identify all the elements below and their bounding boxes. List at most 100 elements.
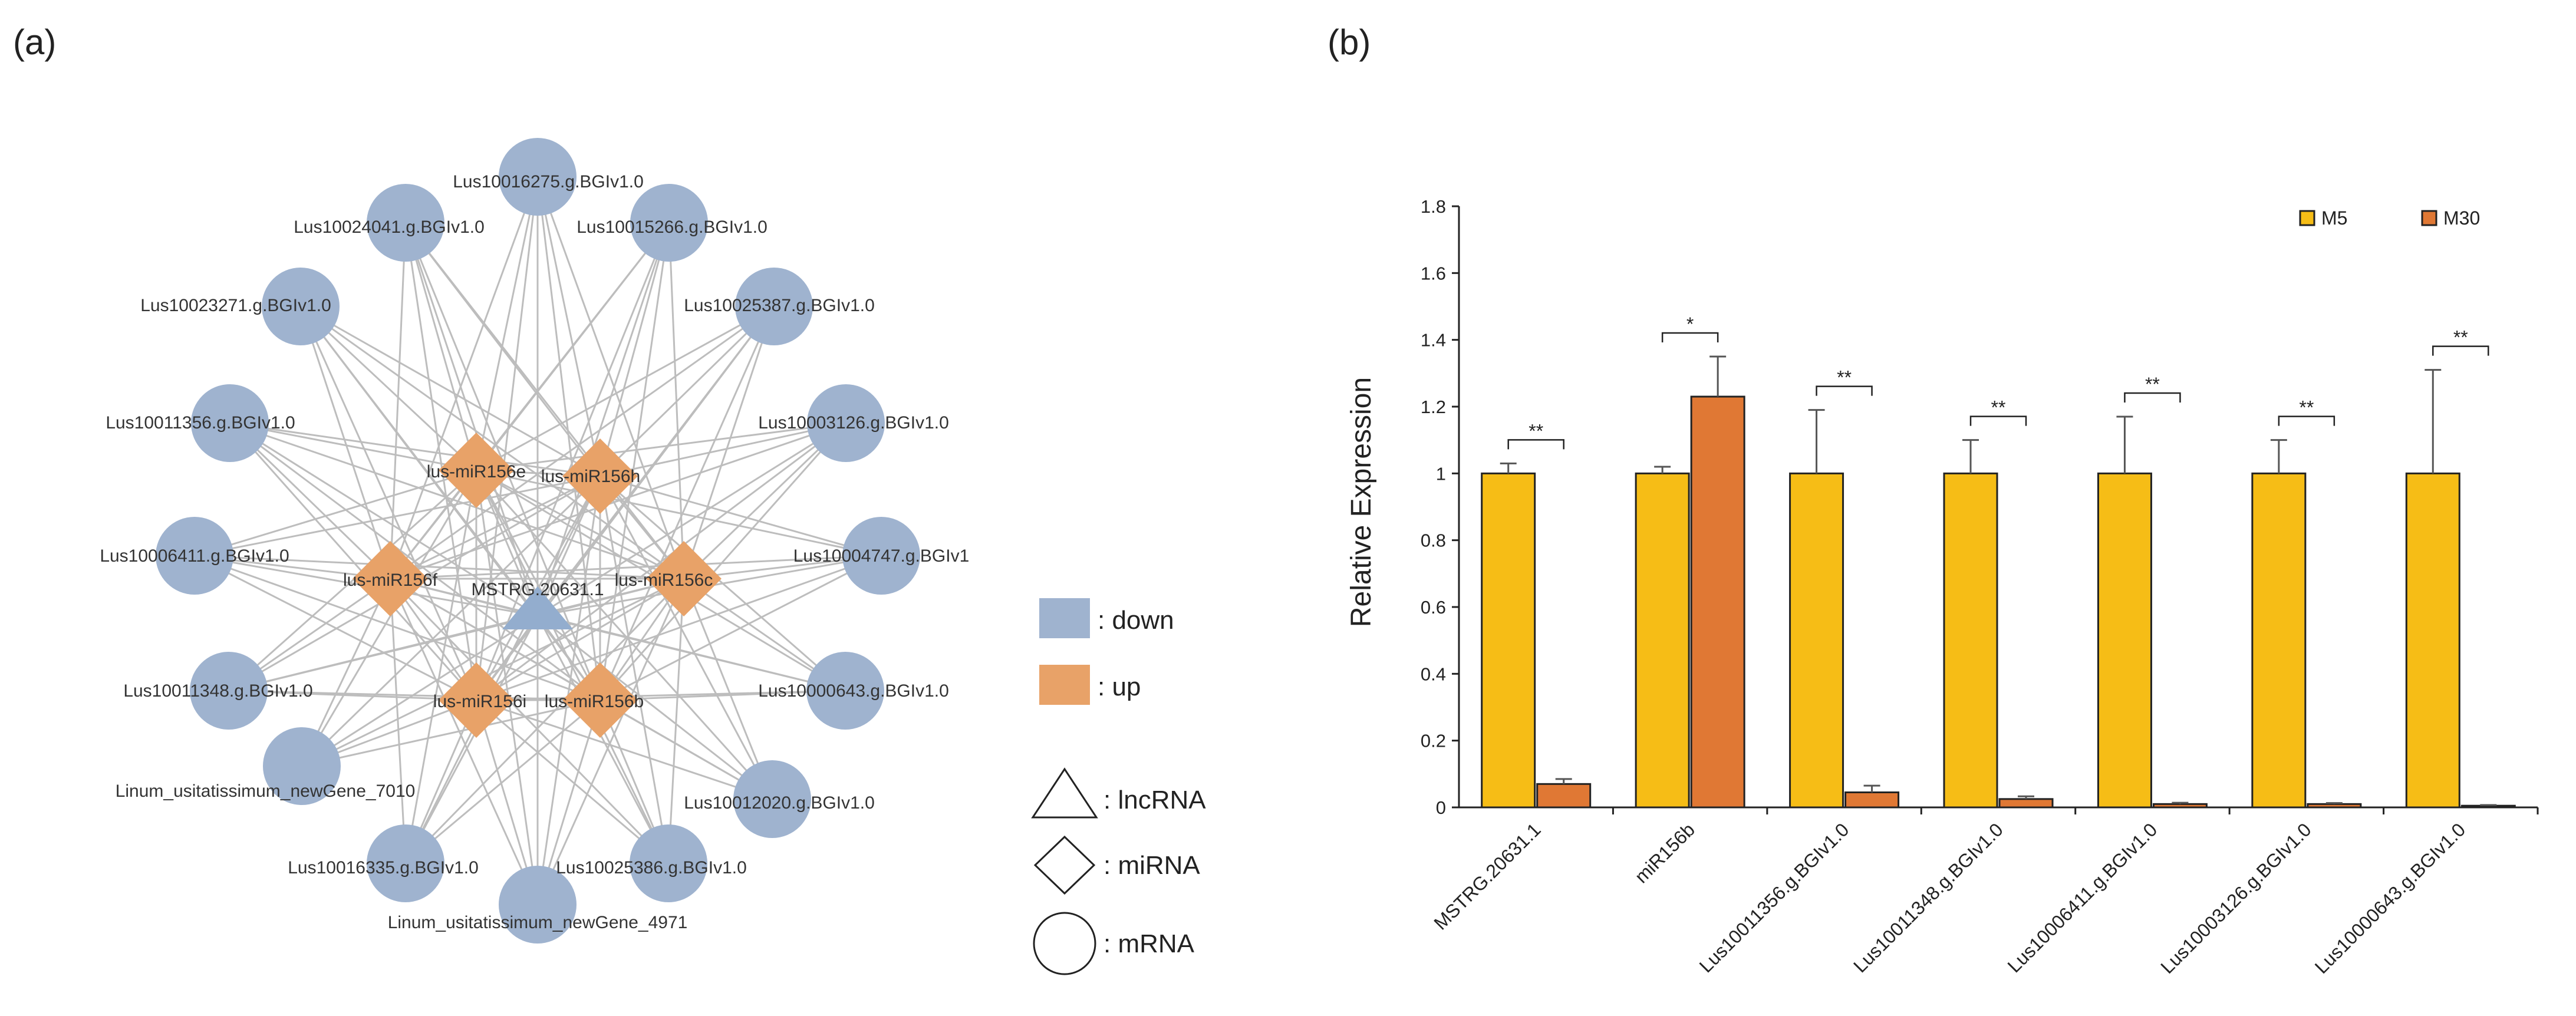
network-edge: [404, 615, 539, 864]
mrna-node: [262, 268, 340, 345]
x-tick-label: Lus10006411.g.BGIv1.0: [2004, 819, 2162, 977]
bar-m30: [1998, 798, 2054, 809]
y-tick-label: 0: [1436, 797, 1446, 818]
y-tick-label: 0.6: [1421, 597, 1446, 618]
network-edge: [194, 469, 477, 557]
mrna-node: [367, 184, 444, 262]
mrna-node: [499, 138, 577, 216]
network-edge: [475, 176, 539, 471]
panel-b-label: (b): [1327, 22, 1371, 62]
mrna-node: [190, 652, 268, 730]
legend-mrna-icon: [1033, 912, 1096, 975]
network-edge: [476, 555, 882, 701]
x-axis: MSTRG.20631.1 miR156bLus10011356.g.BGIv1.…: [1429, 806, 2539, 978]
mrna-node: [807, 384, 885, 462]
bar-m5: [1635, 472, 1690, 809]
legend-mirna-label: : miRNA: [1103, 851, 1200, 880]
mirna-label: lus-miR156c: [615, 570, 713, 590]
bar-m5: [2405, 472, 2460, 809]
network-edge: [404, 470, 477, 864]
legend-lncrna-label: : lncRNA: [1103, 786, 1206, 814]
mirna-label: lus-miR156h: [541, 467, 640, 486]
bar-m30: [1844, 791, 1900, 809]
network-edge: [390, 305, 775, 580]
mrna-node: [733, 760, 811, 838]
network-edge: [301, 470, 477, 767]
network-edge: [299, 306, 391, 579]
mrna-label: Linum_usitatissimum_newGene_7010: [116, 781, 416, 801]
bar-m30: [2460, 804, 2516, 809]
network-edge: [476, 305, 775, 471]
mrna-node: [630, 824, 707, 902]
y-axis-label: Relative Expression: [1346, 377, 1377, 627]
legend-m5-swatch: [2299, 210, 2315, 226]
network-edge: [404, 222, 477, 471]
network-edge: [228, 690, 601, 701]
network-edge: [194, 555, 601, 701]
significance-bracket: [1661, 332, 1719, 342]
legend-down-label: : down: [1098, 606, 1174, 635]
legend-m30-swatch: [2421, 210, 2437, 226]
network-edge: [229, 423, 477, 701]
mrna-nodes: [156, 138, 920, 944]
network-edge: [389, 578, 539, 905]
mrna-label: Lus10004747.g.BGIv1: [793, 546, 970, 566]
bar-m30: [1690, 395, 1745, 809]
significance-bracket: [2432, 345, 2489, 356]
network-diagram: MSTRG.20631.1 Lus10016275.g.BGIv1.0 Lus10…: [100, 138, 969, 944]
significance-label: **: [1837, 367, 1852, 388]
network-edge: [536, 578, 685, 905]
mrna-node: [263, 727, 341, 805]
y-tick-label: 0.4: [1421, 664, 1446, 684]
network-edge: [389, 222, 407, 579]
significance-bracket: [1507, 439, 1564, 450]
significance-bracket: [1969, 415, 2027, 426]
significance-bracket: [1816, 385, 1873, 396]
network-edge: [194, 475, 601, 557]
network-edge: [404, 578, 685, 865]
y-tick-label: 0.2: [1421, 731, 1446, 751]
panel-a-label: (a): [13, 22, 56, 62]
network-edge: [476, 699, 669, 865]
mirna-node: [562, 438, 638, 514]
network-legend: : down : up : lncRNA : miRNA : mRNA: [1031, 598, 1206, 975]
network-edge: [299, 306, 477, 701]
mrna-label: Lus10006411.g.BGIv1.0: [100, 546, 289, 566]
bars: [1481, 355, 2516, 809]
significance-label: **: [2299, 397, 2314, 418]
mrna-node: [191, 384, 269, 462]
legend-lncrna-icon: [1031, 767, 1098, 819]
network-edge: [536, 176, 685, 579]
x-tick-label: miR156b: [1630, 819, 1699, 887]
significance-bracket: [2278, 415, 2335, 426]
network-edge: [475, 176, 539, 701]
y-tick-label: 1.4: [1421, 330, 1446, 351]
legend-up-label: : up: [1098, 672, 1141, 701]
legend-up-swatch: [1039, 665, 1090, 705]
mrna-label: Lus10024041.g.BGIv1.0: [294, 217, 485, 237]
mrna-label: Lus10016275.g.BGIv1.0: [453, 172, 644, 192]
mirna-node: [562, 662, 638, 738]
network-edge: [404, 476, 601, 864]
network-edge: [301, 578, 684, 767]
bar-m5: [2097, 472, 2152, 809]
mirna-label: lus-miR156f: [343, 570, 438, 590]
y-tick-label: 1.2: [1421, 397, 1446, 417]
significance-label: *: [1686, 314, 1694, 335]
network-edge: [599, 475, 882, 557]
network-edge: [537, 615, 773, 800]
network-edge: [476, 469, 684, 580]
mirna-node: [439, 433, 514, 508]
y-axis: 0 0.2 0.4 0.6 0.8 1 1.2 1.4 1.6 1.8: [1421, 196, 1460, 818]
bar-m30: [1536, 783, 1592, 809]
network-edge: [475, 470, 601, 701]
mrna-node: [735, 268, 813, 345]
y-tick-label: 1.6: [1421, 263, 1446, 283]
network-edge: [476, 578, 684, 701]
network-edge: [599, 476, 773, 800]
lncrna-label: MSTRG.20631.1: [471, 580, 604, 599]
legend-down-swatch: [1039, 598, 1090, 638]
network-edge: [536, 476, 601, 905]
network-edge: [229, 422, 477, 471]
